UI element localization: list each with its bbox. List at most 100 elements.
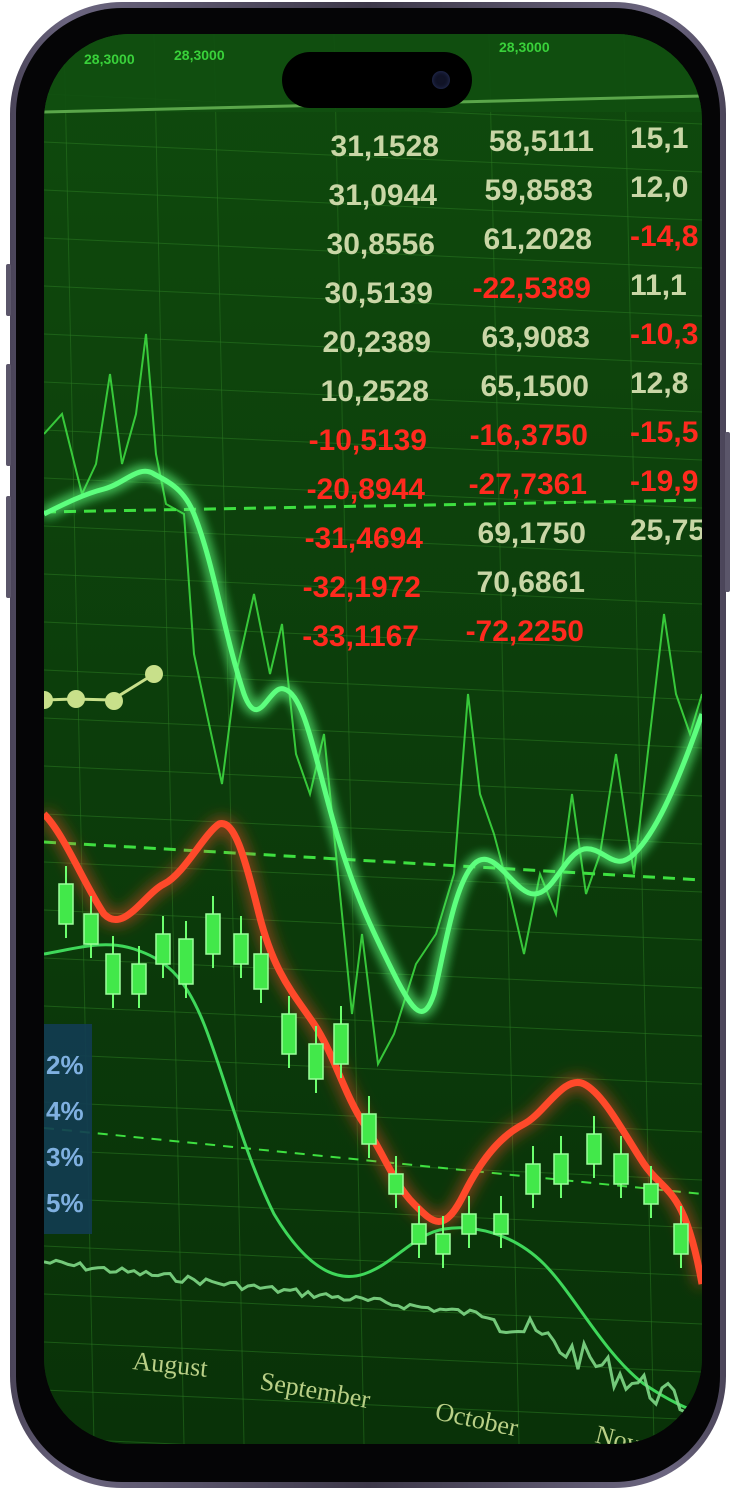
table-cell: -14,8 [630,220,698,253]
grid-line-horizontal [44,1197,702,1229]
indicator-dot [67,690,85,708]
indicator-dots [44,665,163,710]
stock-chart-photo: 28,3000 28,3000 28,3000 31,1528 58,5111 15… [44,34,702,1444]
candle-body [178,938,194,985]
candle-body [411,1223,427,1245]
grid-line-vertical [153,34,185,1444]
table-cell: 58,5111 [489,125,594,158]
candle-body [493,1213,509,1235]
table-cell: -19,9 [630,465,698,498]
grid-line-horizontal [44,621,702,653]
table-cell: 12,8 [630,367,688,400]
table-cell: -27,7361 [469,468,587,501]
power-button [725,432,730,592]
table-cell: 61,2028 [484,223,592,256]
action-button [6,264,11,316]
indicator-dot-line [44,672,155,702]
indicator-dot [105,692,123,710]
candle-body [233,933,249,965]
phone-frame: 28,3000 28,3000 28,3000 31,1528 58,5111 15… [6,2,730,1488]
candle-body [361,1113,377,1145]
grid-line-horizontal [44,573,702,605]
grid-line-horizontal [44,525,702,557]
grid-line-horizontal [44,813,702,845]
grid-line-horizontal [44,237,702,269]
percent-label: 5% [46,1188,84,1218]
grid-line-horizontal [44,333,702,365]
grid-line-vertical [213,34,245,1444]
table-cell: 30,8556 [327,228,435,261]
percent-label: 3% [46,1142,84,1172]
candle-body [613,1153,629,1185]
percent-panel: 2% 4% 3% 5% [44,1024,92,1234]
table-cell: 20,2389 [323,326,431,359]
table-cell: 11,1 [630,269,687,302]
candle-body [586,1133,602,1165]
screen-bezel: 28,3000 28,3000 28,3000 31,1528 58,5111 15… [16,8,720,1482]
indicator-dot [44,691,53,709]
indicator-dot [145,665,163,683]
grid-line-horizontal [44,1149,702,1181]
candle-body [281,1013,297,1055]
table-cell: 12,0 [630,171,688,204]
candle-body [461,1213,477,1235]
candle-body [308,1043,324,1080]
grid-line-vertical [333,34,365,1444]
grid-line-horizontal [44,1293,702,1325]
candle-body [673,1223,689,1255]
table-cell: 59,8583 [485,174,593,207]
grid-line-horizontal [44,141,702,173]
table-cell: 70,6861 [477,566,585,599]
grid-line-vertical [623,34,655,1444]
table-cell: -32,1972 [303,571,421,604]
dashed-reference-line [44,498,702,514]
percent-label: 4% [46,1096,84,1126]
candle-body [435,1233,451,1255]
data-table: 31,1528 58,5111 15,1 31,0944 59,8583 12,0 30,8… [302,122,702,653]
header-cell: 28,3000 [499,39,550,55]
volume-up-button [6,364,11,466]
volatility-line [44,333,702,1068]
table-cell: -15,5 [630,416,698,449]
grid-line-horizontal [44,285,702,317]
screen: 28,3000 28,3000 28,3000 31,1528 58,5111 15… [44,34,702,1444]
table-cell: -22,5389 [473,272,591,305]
volume-noise-line [44,1258,700,1424]
table-cell: 25,75 [630,514,702,547]
background [44,34,702,1444]
table-cell: 31,1528 [331,130,439,163]
candle-body [253,953,269,990]
header-cell: 28,3000 [174,47,225,63]
table-cell: 15,1 [630,122,688,155]
candle-body [205,913,221,955]
candle-body [643,1183,659,1205]
table-cell: 65,1500 [481,370,589,403]
dashed-reference-line [44,1127,702,1195]
grid-line-horizontal [44,1389,702,1421]
candle-body [105,953,121,995]
table-cell: 30,5139 [325,277,433,310]
grid-line-horizontal [44,765,702,797]
grid-line-horizontal [44,861,702,893]
dynamic-island [282,52,472,108]
table-cell: 31,0944 [329,179,438,212]
candle-body [553,1153,569,1185]
table-cell: -10,5139 [309,424,427,457]
grid-line-vertical [488,34,520,1444]
percent-label: 2% [46,1050,84,1080]
candle-body [388,1173,404,1195]
percent-panel-bg [44,1024,92,1234]
table-cell: 69,1750 [478,517,586,550]
header-cell: 28,3000 [84,51,135,67]
table-cell: 10,2528 [321,375,429,408]
price-trend-line [44,468,702,1014]
grid-line-horizontal [44,1341,702,1373]
grid-line-horizontal [44,1245,702,1277]
candlesticks [58,866,689,1268]
table-cell: -16,3750 [470,419,588,452]
grid-line-horizontal [44,717,702,749]
candle-body [155,933,171,965]
candle-body [525,1163,541,1195]
grid-line-horizontal [44,1053,702,1085]
smooth-average-line [44,943,702,1416]
